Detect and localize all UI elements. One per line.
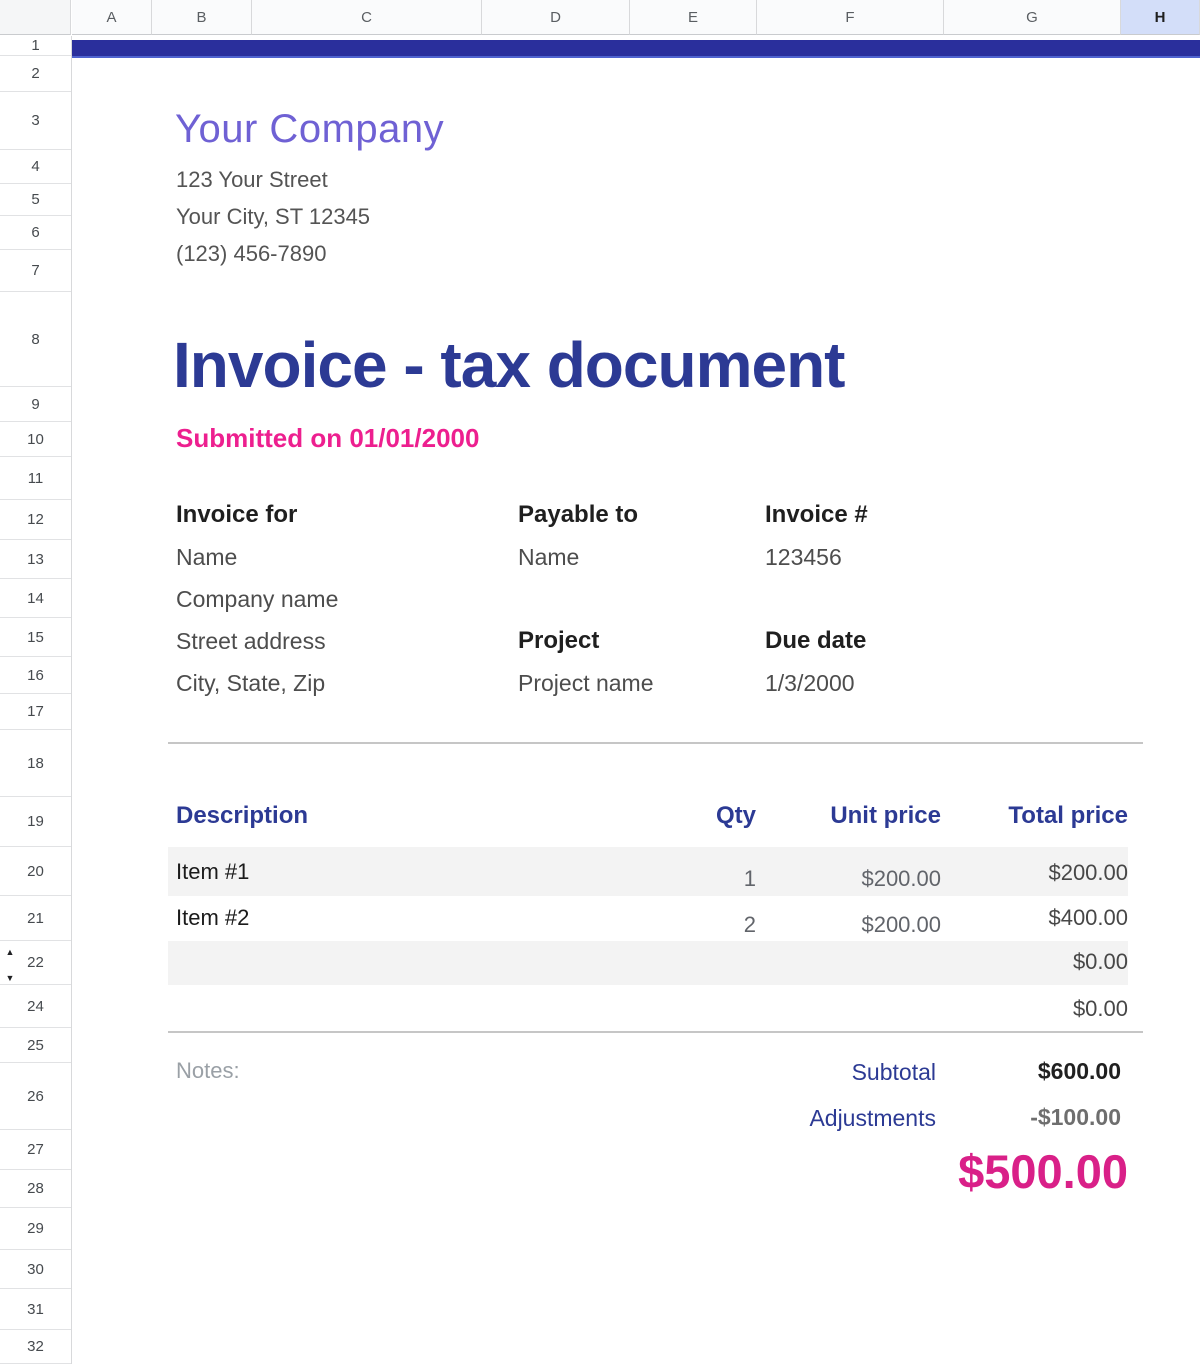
banner-row-fill[interactable]: [72, 40, 1200, 56]
adjustments-value[interactable]: -$100.00: [1030, 1104, 1121, 1130]
item-total-price[interactable]: $200.00: [1048, 860, 1128, 885]
row-header-14[interactable]: 14: [0, 579, 71, 618]
company-name[interactable]: Your Company: [175, 107, 445, 151]
row-header-4[interactable]: 4: [0, 150, 71, 184]
company-street[interactable]: 123 Your Street: [176, 167, 328, 192]
subtotal-label[interactable]: Subtotal: [851, 1059, 936, 1085]
item-qty[interactable]: 1: [743, 866, 756, 891]
due-date-label[interactable]: Due date: [765, 627, 867, 654]
row-header-28[interactable]: 28: [0, 1170, 71, 1208]
row-header-18[interactable]: 18: [0, 730, 71, 797]
row-header-22[interactable]: 22: [0, 941, 71, 985]
item-total-price[interactable]: $400.00: [1048, 905, 1128, 930]
company-city[interactable]: Your City, ST 12345: [176, 204, 371, 229]
row-header-26[interactable]: 26: [0, 1063, 71, 1130]
row-header-21[interactable]: 21: [0, 896, 71, 941]
row-header-25[interactable]: 25: [0, 1028, 71, 1063]
invoice-for-company[interactable]: Company name: [176, 586, 339, 612]
row-header-15[interactable]: 15: [0, 618, 71, 657]
divider-bottom: [168, 1031, 1143, 1033]
column-header-A[interactable]: A: [72, 0, 152, 35]
row-expand-down-icon[interactable]: ▼: [5, 973, 15, 983]
select-all-corner[interactable]: [0, 0, 71, 35]
project-label[interactable]: Project: [518, 627, 600, 654]
project-name[interactable]: Project name: [518, 670, 654, 696]
row-header-32[interactable]: 32: [0, 1330, 71, 1364]
invoice-for-city[interactable]: City, State, Zip: [176, 670, 326, 696]
row-header-30[interactable]: 30: [0, 1250, 71, 1289]
divider-top: [168, 742, 1143, 744]
row-header-12[interactable]: 12: [0, 500, 71, 540]
grand-total[interactable]: $500.00: [958, 1145, 1128, 1198]
row-header-31[interactable]: 31: [0, 1289, 71, 1330]
invoice-number-label[interactable]: Invoice #: [765, 501, 868, 528]
row-header-13[interactable]: 13: [0, 540, 71, 579]
payable-to-name[interactable]: Name: [518, 544, 580, 570]
row-header-24[interactable]: 24: [0, 985, 71, 1028]
table-row-shading: [168, 941, 1128, 985]
column-header-D[interactable]: D: [482, 0, 630, 35]
company-phone[interactable]: (123) 456-7890: [176, 241, 327, 266]
row-header-1[interactable]: 1: [0, 36, 71, 56]
invoice-for-name[interactable]: Name: [176, 544, 238, 570]
row-header-29[interactable]: 29: [0, 1208, 71, 1250]
row-header-11[interactable]: 11: [0, 457, 71, 500]
row-header-2[interactable]: 2: [0, 56, 71, 92]
item-qty[interactable]: 2: [743, 912, 756, 937]
row-header-3[interactable]: 3: [0, 92, 71, 150]
row-header-17[interactable]: 17: [0, 694, 71, 730]
banner-row-edge: [72, 56, 1200, 58]
item-total-price[interactable]: $0.00: [1072, 949, 1128, 974]
item-total-price[interactable]: $0.00: [1072, 996, 1128, 1021]
column-header-G[interactable]: G: [944, 0, 1121, 35]
item-description[interactable]: Item #1: [176, 859, 250, 884]
invoice-for-street[interactable]: Street address: [176, 628, 326, 654]
row-header-6[interactable]: 6: [0, 216, 71, 250]
subtotal-value[interactable]: $600.00: [1037, 1058, 1121, 1084]
table-header-qty[interactable]: Qty: [715, 802, 756, 829]
row-header-27[interactable]: 27: [0, 1130, 71, 1170]
row-expand-up-icon[interactable]: ▲: [5, 947, 15, 957]
row-header-8[interactable]: 8: [0, 292, 71, 387]
row-header-16[interactable]: 16: [0, 657, 71, 694]
notes-label[interactable]: Notes:: [176, 1058, 240, 1083]
column-header-E[interactable]: E: [630, 0, 757, 35]
row-header-9[interactable]: 9: [0, 387, 71, 422]
table-header-total-price[interactable]: Total price: [1008, 802, 1128, 829]
adjustments-label[interactable]: Adjustments: [809, 1105, 936, 1131]
table-row-shading: [168, 847, 1128, 896]
item-description[interactable]: Item #2: [176, 905, 250, 930]
column-header-F[interactable]: F: [757, 0, 944, 35]
due-date-value[interactable]: 1/3/2000: [765, 670, 855, 696]
column-header-B[interactable]: B: [152, 0, 252, 35]
column-header-C[interactable]: C: [252, 0, 482, 35]
invoice-for-label[interactable]: Invoice for: [176, 501, 298, 528]
row-header-bar: 1 2 3 4 5 6 7 8 9 10 11 12 13 14 15 16 17 18 19 20 21 22 24 25 2…: [0, 36, 72, 1364]
item-unit-price[interactable]: $200.00: [861, 866, 941, 891]
submitted-date[interactable]: Submitted on 01/01/2000: [176, 423, 480, 453]
row-header-19[interactable]: 19: [0, 797, 71, 847]
invoice-number-value[interactable]: 123456: [765, 544, 842, 570]
invoice-title[interactable]: Invoice - tax document: [173, 329, 845, 401]
table-header-unit-price[interactable]: Unit price: [830, 802, 941, 829]
table-header-description[interactable]: Description: [176, 802, 309, 829]
row-header-5[interactable]: 5: [0, 184, 71, 216]
row-header-20[interactable]: 20: [0, 847, 71, 896]
column-header-H[interactable]: H: [1121, 0, 1200, 35]
row-header-10[interactable]: 10: [0, 422, 71, 457]
item-unit-price[interactable]: $200.00: [861, 912, 941, 937]
payable-to-label[interactable]: Payable to: [518, 501, 639, 528]
row-header-7[interactable]: 7: [0, 250, 71, 292]
